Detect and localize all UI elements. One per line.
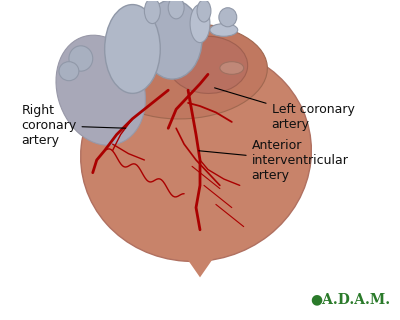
Text: Right
coronary
artery: Right coronary artery bbox=[21, 104, 126, 147]
Ellipse shape bbox=[190, 4, 210, 43]
Text: Left coronary
artery: Left coronary artery bbox=[214, 88, 354, 131]
Ellipse shape bbox=[168, 0, 184, 19]
Ellipse shape bbox=[144, 0, 160, 24]
Ellipse shape bbox=[101, 23, 267, 119]
Ellipse shape bbox=[210, 24, 238, 36]
Ellipse shape bbox=[59, 62, 79, 81]
Ellipse shape bbox=[105, 4, 160, 93]
Text: ●A.D.A.M.: ●A.D.A.M. bbox=[310, 292, 391, 306]
Ellipse shape bbox=[220, 62, 244, 74]
Text: Anterior
interventricular
artery: Anterior interventricular artery bbox=[199, 139, 348, 182]
Ellipse shape bbox=[56, 35, 145, 145]
Ellipse shape bbox=[168, 36, 248, 93]
Ellipse shape bbox=[69, 46, 93, 71]
Ellipse shape bbox=[81, 46, 311, 261]
Ellipse shape bbox=[219, 8, 237, 27]
Polygon shape bbox=[140, 192, 260, 277]
Ellipse shape bbox=[197, 0, 211, 22]
Ellipse shape bbox=[142, 0, 202, 79]
